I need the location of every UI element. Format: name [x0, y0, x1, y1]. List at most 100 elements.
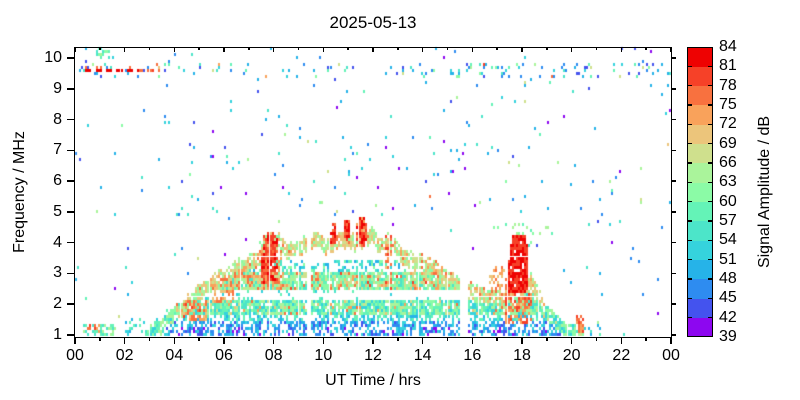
x-minor-tick-top [198, 47, 200, 50]
x-minor-tick [198, 337, 200, 341]
colorbar-tick-label: 75 [719, 96, 737, 113]
colorbar-tick-right [708, 220, 712, 222]
y-major-tick [67, 180, 75, 182]
y-tick-label: 5 [53, 202, 62, 220]
colorbar-tick-label: 57 [719, 212, 737, 229]
x-minor-tick [496, 337, 498, 341]
x-minor-tick [595, 337, 598, 341]
colorbar-segment [687, 240, 713, 261]
x-major-tick [620, 337, 623, 344]
x-tick-label: 04 [165, 347, 184, 364]
x-axis-label: UT Time / hrs [325, 372, 421, 389]
colorbar-tick-left [688, 278, 692, 280]
colorbar-tick-left [688, 65, 692, 68]
y-major-tick-right [671, 241, 676, 244]
x-minor-tick-top [546, 47, 548, 50]
colorbar-tick-left [688, 297, 692, 300]
x-major-tick [570, 337, 573, 344]
colorbar-segment [687, 259, 713, 280]
colorbar-tick-right [708, 65, 712, 68]
colorbar-segment [687, 66, 713, 87]
colorbar-segment [687, 163, 713, 183]
y-tick-label: 8 [53, 110, 62, 128]
y-tick-label: 2 [53, 295, 62, 313]
y-major-tick [67, 241, 75, 244]
x-major-tick-top [223, 47, 225, 52]
x-minor-tick [645, 337, 647, 341]
colorbar-tick-label: 54 [719, 231, 737, 249]
colorbar-tick-right [708, 200, 712, 203]
x-tick-label: 12 [364, 347, 382, 364]
colorbar-tick-left [688, 123, 692, 126]
y-major-tick [67, 272, 75, 275]
colorbar-tick-label: 66 [719, 154, 737, 171]
x-major-tick-top [173, 47, 176, 52]
y-tick-label: 10 [44, 49, 62, 66]
y-major-tick [67, 118, 75, 121]
x-major-tick-top [471, 47, 474, 52]
x-tick-label: 00 [662, 347, 680, 364]
colorbar-tick-right [708, 181, 712, 184]
x-major-tick [521, 337, 523, 344]
colorbar-tick-right [708, 258, 712, 261]
x-tick-label: 06 [215, 347, 233, 364]
x-minor-tick-top [397, 47, 399, 50]
x-tick-label: 08 [264, 347, 283, 364]
colorbar-tick-left [688, 162, 692, 164]
x-minor-tick [297, 337, 300, 341]
x-major-tick-top [372, 47, 374, 52]
x-minor-tick-top [595, 47, 598, 50]
x-tick-label: 14 [413, 347, 432, 364]
x-major-tick [74, 337, 76, 344]
colorbar-segment [687, 85, 713, 106]
colorbar-tick-right [708, 297, 712, 300]
colorbar-tick-label: 45 [719, 289, 737, 307]
x-major-tick [272, 337, 275, 344]
y-tick-label: 6 [53, 172, 62, 190]
x-minor-tick-top [248, 47, 250, 50]
x-major-tick [223, 337, 225, 344]
x-tick-label: 00 [66, 347, 84, 364]
y-major-tick [67, 303, 75, 305]
colorbar-tick-left [688, 181, 692, 184]
colorbar-tick-left [688, 104, 692, 106]
y-major-tick [67, 149, 75, 152]
colorbar-tick-label: 39 [719, 328, 737, 345]
x-minor-tick [347, 337, 349, 341]
y-major-tick-right [671, 211, 676, 213]
colorbar-tick-right [708, 123, 712, 126]
y-tick-label: 7 [53, 141, 62, 159]
x-major-tick [421, 337, 424, 344]
y-major-tick-right [671, 149, 676, 152]
y-major-tick-right [671, 272, 676, 275]
x-major-tick-top [521, 47, 523, 52]
colorbar-segment [687, 317, 713, 338]
colorbar-segment [687, 182, 713, 203]
colorbar-segment [687, 105, 713, 125]
y-tick-label: 1 [53, 326, 62, 343]
colorbar-segment [687, 124, 713, 145]
x-major-tick-top [620, 47, 623, 52]
colorbar-tick-right [708, 142, 712, 145]
colorbar-tick-label: 84 [719, 38, 737, 55]
x-minor-tick-top [347, 47, 349, 50]
x-minor-tick [248, 337, 250, 341]
x-major-tick [173, 337, 176, 344]
x-minor-tick [446, 337, 449, 341]
y-tick-label: 4 [53, 233, 62, 251]
x-major-tick-top [272, 47, 275, 52]
y-major-tick [67, 334, 75, 336]
y-major-tick-right [671, 334, 676, 336]
y-major-tick-right [671, 88, 676, 90]
colorbar-segment [687, 279, 713, 299]
x-minor-tick-top [99, 47, 101, 50]
x-major-tick [471, 337, 474, 344]
x-minor-tick-top [297, 47, 300, 50]
x-minor-tick-top [148, 47, 151, 50]
colorbar-segment [687, 298, 713, 319]
colorbar-tick-right [708, 316, 712, 319]
colorbar-tick-left [688, 239, 692, 242]
colorbar-tick-left [688, 84, 692, 87]
